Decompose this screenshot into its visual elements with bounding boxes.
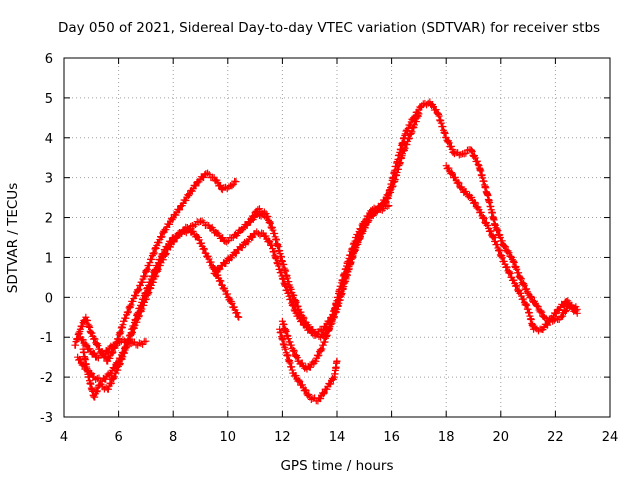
data-series-track-1 [71,169,240,365]
data-points [71,98,581,405]
y-tick-label: 6 [45,52,53,67]
data-series-track-9 [442,162,581,335]
data-series-track-4 [79,226,243,401]
y-axis-label: SDTVAR / TECUs [5,183,21,293]
data-series-track-8 [278,202,393,373]
x-tick-label: 10 [220,430,237,445]
plot-frame [63,57,611,418]
x-tick-label: 16 [383,430,400,445]
x-tick-label: 18 [438,430,455,445]
y-tick-label: -1 [40,331,53,346]
data-series-track-3 [76,333,150,362]
y-tick-label: 1 [45,251,53,266]
y-tick-label: 0 [45,291,53,306]
y-tick-label: 5 [45,92,53,107]
data-series-track-7 [276,325,341,405]
y-tick-label: 2 [45,212,53,227]
x-tick-label: 4 [60,430,68,445]
y-tick-label: 3 [45,172,53,187]
x-axis-label: GPS time / hours [280,458,393,474]
data-series-track-6 [246,98,581,338]
chart-title: Day 050 of 2021, Sidereal Day-to-day VTE… [58,20,600,36]
x-tick-label: 22 [547,430,564,445]
y-tick-label: 4 [45,132,53,147]
y-tick-label: -2 [40,371,53,386]
x-tick-label: 6 [114,430,122,445]
x-tick-label: 20 [493,430,510,445]
x-tick-label: 8 [169,430,177,445]
x-tick-label: 12 [274,430,291,445]
x-tick-label: 24 [602,430,619,445]
y-tick-label: -3 [40,411,53,426]
x-tick-label: 14 [329,430,346,445]
data-series-track-5 [210,110,423,341]
